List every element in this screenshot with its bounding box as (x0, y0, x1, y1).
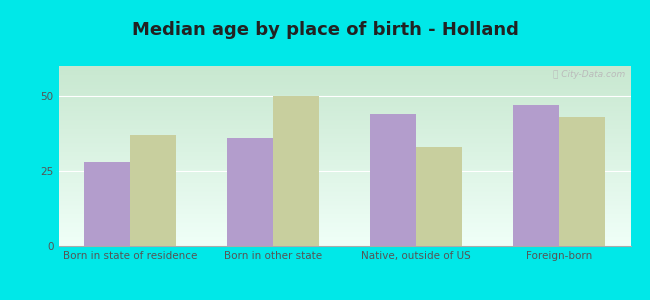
Bar (370, 114, 416, 246)
Bar (84, 162, 130, 246)
Text: Median age by place of birth - Holland: Median age by place of birth - Holland (131, 21, 519, 39)
Bar (514, 105, 559, 246)
Bar (559, 117, 604, 246)
Text: ⓘ City-Data.com: ⓘ City-Data.com (552, 70, 625, 79)
Bar (273, 96, 318, 246)
Bar (130, 135, 176, 246)
Bar (416, 147, 462, 246)
Bar (227, 138, 273, 246)
